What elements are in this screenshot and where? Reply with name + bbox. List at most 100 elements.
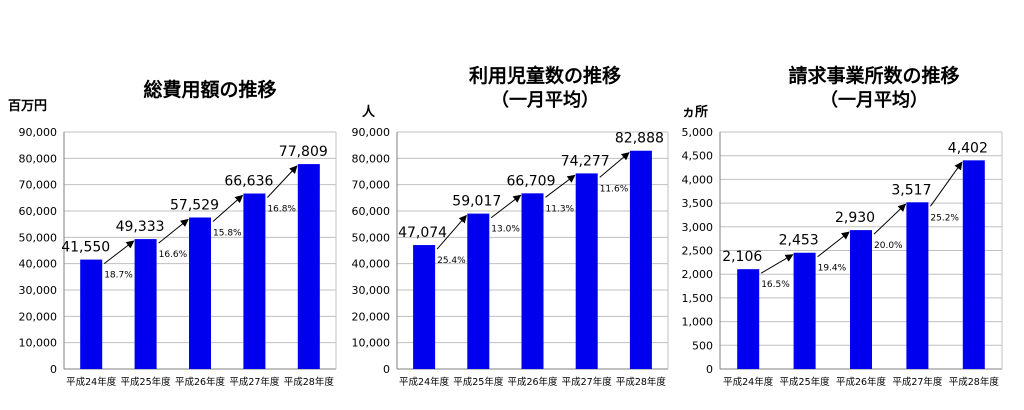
growth-label: 16.6%: [159, 250, 188, 260]
y-tick-label: 2,500: [682, 245, 714, 258]
growth-arrow: [929, 161, 963, 207]
y-unit-label: ヵ所: [682, 104, 708, 120]
y-tick-label: 20,000: [352, 310, 391, 323]
value-label: 66,709: [507, 173, 556, 189]
y-tick-label: 50,000: [19, 231, 58, 244]
bar: [297, 164, 320, 369]
chart-title: 総費用額の推移: [143, 78, 276, 101]
y-tick-label: 40,000: [19, 258, 58, 271]
y-tick-label: 0: [50, 363, 57, 376]
y-tick-label: 30,000: [19, 284, 58, 297]
growth-label: 19.4%: [818, 264, 847, 274]
y-tick-label: 4,500: [682, 150, 714, 163]
growth-arrow: [760, 254, 794, 274]
x-tick-label: 平成24年度: [399, 376, 450, 388]
x-tick-label: 平成28年度: [284, 376, 335, 388]
value-label: 3,517: [891, 182, 931, 198]
y-tick-label: 5,000: [682, 126, 714, 139]
y-tick-label: 30,000: [352, 284, 391, 297]
y-tick-label: 70,000: [19, 179, 58, 192]
chart-title: 請求事業所数の推移: [788, 64, 959, 87]
value-label: 57,529: [170, 198, 219, 214]
y-tick-label: 4,000: [682, 173, 714, 186]
growth-label: 20.0%: [874, 241, 903, 251]
x-tick-label: 平成28年度: [949, 376, 1000, 388]
value-label: 74,277: [561, 153, 610, 169]
value-label: 49,333: [116, 219, 165, 235]
x-tick-label: 平成27年度: [892, 376, 943, 388]
x-tick-label: 平成25年度: [453, 376, 504, 388]
y-tick-label: 70,000: [352, 179, 391, 192]
y-tick-label: 500: [692, 339, 713, 352]
x-tick-label: 平成24年度: [723, 376, 774, 388]
y-tick-label: 40,000: [352, 258, 391, 271]
y-tick-label: 3,500: [682, 197, 714, 210]
chart-title: 利用児童数の推移: [469, 64, 621, 87]
y-tick-label: 3,000: [682, 221, 714, 234]
bar: [575, 173, 598, 369]
bar: [413, 245, 436, 369]
y-tick-label: 90,000: [352, 126, 391, 139]
growth-arrow: [490, 194, 522, 218]
y-unit-label: 人: [362, 104, 376, 120]
growth-arrow: [599, 152, 630, 178]
y-tick-label: 10,000: [19, 337, 58, 350]
y-tick-label: 50,000: [352, 231, 391, 244]
y-tick-label: 60,000: [352, 205, 391, 218]
x-tick-label: 平成28年度: [616, 376, 667, 388]
growth-label: 18.7%: [104, 271, 133, 281]
y-tick-label: 80,000: [19, 152, 58, 165]
growth-label: 16.8%: [267, 205, 296, 215]
growth-arrow: [212, 194, 244, 222]
value-label: 2,930: [835, 210, 875, 226]
chart-2: 利用児童数の推移（一月平均） 人 0 10,000 20,000 30,000 40,000…: [352, 64, 669, 388]
bar: [737, 269, 760, 369]
bar: [850, 230, 872, 369]
bar: [521, 193, 544, 369]
growth-label: 11.6%: [600, 184, 629, 194]
growth-label: 25.2%: [930, 213, 959, 223]
growth-arrow: [817, 231, 850, 258]
y-tick-label: 1,000: [682, 316, 714, 329]
value-label: 2,106: [722, 249, 762, 265]
chart-3: 請求事業所数の推移（一月平均） ヵ所 0 500 1,000 1,500 2,000 2,50…: [682, 64, 1003, 388]
bar: [906, 202, 929, 369]
growth-arrow: [545, 174, 576, 198]
x-tick-label: 平成27年度: [229, 376, 280, 388]
y-tick-label: 20,000: [19, 310, 58, 323]
x-tick-label: 平成27年度: [562, 376, 613, 388]
y-tick-label: 10,000: [352, 337, 391, 350]
x-tick-label: 平成26年度: [836, 376, 887, 388]
growth-label: 25.4%: [437, 256, 466, 266]
growth-label: 15.8%: [213, 229, 242, 239]
value-label: 82,888: [615, 131, 664, 147]
growth-arrow: [158, 218, 189, 244]
bar: [793, 252, 816, 369]
growth-arrow: [103, 240, 135, 264]
chart-subtitle: （一月平均）: [491, 89, 599, 111]
bar: [629, 150, 652, 369]
y-tick-label: 2,000: [682, 268, 714, 281]
bar: [189, 217, 211, 369]
value-label: 4,402: [948, 140, 988, 156]
growth-label: 11.3%: [546, 204, 575, 214]
growth-arrow: [436, 214, 467, 250]
y-tick-label: 80,000: [352, 152, 391, 165]
bar: [962, 160, 985, 369]
value-label: 2,453: [779, 233, 819, 249]
growth-label: 16.5%: [761, 280, 790, 290]
chart-subtitle: （一月平均）: [820, 89, 928, 111]
bar: [243, 193, 266, 369]
value-label: 77,809: [279, 144, 328, 160]
growth-label: 13.0%: [491, 225, 520, 235]
x-tick-label: 平成26年度: [175, 376, 226, 388]
bar: [467, 213, 490, 369]
y-unit-label: 百万円: [8, 99, 47, 114]
x-tick-label: 平成24年度: [66, 376, 117, 388]
x-tick-label: 平成26年度: [507, 376, 558, 388]
value-label: 41,550: [61, 240, 110, 256]
value-label: 59,017: [452, 194, 501, 210]
value-label: 47,074: [398, 225, 447, 241]
bar: [134, 239, 157, 369]
